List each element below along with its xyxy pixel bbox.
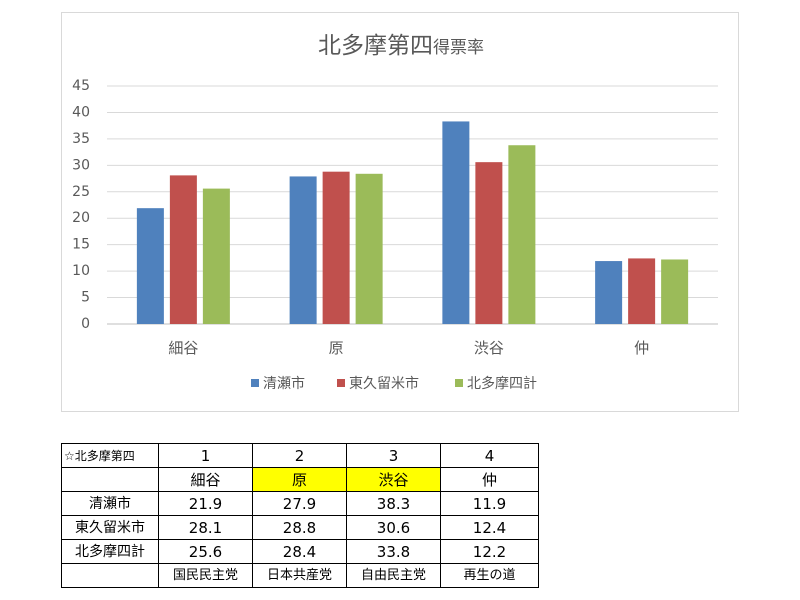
party-name: 日本共産党 — [252, 563, 347, 588]
x-tick-label: 仲 — [634, 339, 649, 357]
chart-title: 北多摩第四得票率 — [318, 33, 484, 59]
x-tick-label: 細谷 — [168, 339, 198, 357]
value-cell: 27.9 — [252, 491, 347, 516]
chart-frame: 北多摩第四得票率 0 5 10 15 20 25 30 35 40 45 細谷 原 渋谷 仲清瀬市 東久留米市… — [61, 12, 739, 412]
legend-swatch — [455, 379, 463, 387]
y-tick-label: 10 — [72, 263, 90, 279]
legend-label: 北多摩四計 — [467, 375, 537, 392]
legend-label: 東久留米市 — [349, 375, 419, 392]
table-name-row: 細谷 原 渋谷 仲 — [61, 467, 539, 492]
y-tick-label: 45 — [72, 78, 90, 94]
bar — [508, 145, 536, 324]
table-party-row: 国民民主党 日本共産党 自由民主党 再生の道 — [61, 563, 539, 588]
candidate-number: 1 — [158, 443, 253, 468]
value-cell: 28.1 — [158, 515, 253, 540]
table-corner-label: ☆北多摩第四 — [61, 443, 159, 468]
value-cell: 28.4 — [252, 539, 347, 564]
bar — [442, 121, 470, 325]
party-name: 再生の道 — [440, 563, 539, 588]
legend-swatch — [251, 379, 259, 387]
row-label: 北多摩四計 — [61, 539, 159, 564]
chart-title-suffix: 得票率 — [433, 38, 484, 58]
row-label: 清瀬市 — [61, 491, 159, 516]
value-cell: 25.6 — [158, 539, 253, 564]
table-row: 清瀬市 21.9 27.9 38.3 11.9 — [61, 491, 539, 516]
table-number-row: ☆北多摩第四 1 2 3 4 — [61, 443, 539, 468]
legend-swatch — [337, 379, 345, 387]
value-cell: 38.3 — [346, 491, 441, 516]
empty-cell — [61, 467, 159, 492]
value-cell: 28.8 — [252, 515, 347, 540]
value-cell: 33.8 — [346, 539, 441, 564]
row-label: 東久留米市 — [61, 515, 159, 540]
y-tick-label: 30 — [72, 157, 90, 173]
y-tick-label: 35 — [72, 131, 90, 147]
candidate-name: 仲 — [440, 467, 539, 492]
candidate-name-highlighted: 原 — [252, 467, 347, 492]
x-tick-label: 原 — [329, 339, 344, 357]
y-tick-label: 20 — [72, 210, 90, 226]
bar — [628, 258, 656, 324]
table-row: 北多摩四計 25.6 28.4 33.8 12.2 — [61, 539, 539, 564]
value-cell: 21.9 — [158, 491, 253, 516]
bar — [136, 208, 164, 324]
table-row: 東久留米市 28.1 28.8 30.6 12.4 — [61, 515, 539, 540]
value-cell: 12.2 — [440, 539, 539, 564]
bar — [169, 175, 197, 324]
candidate-number: 2 — [252, 443, 347, 468]
candidate-name: 細谷 — [158, 467, 253, 492]
y-tick-label: 40 — [72, 104, 90, 120]
value-cell: 12.4 — [440, 515, 539, 540]
bar — [322, 171, 350, 324]
party-name: 自由民主党 — [346, 563, 441, 588]
party-name: 国民民主党 — [158, 563, 253, 588]
bar — [661, 259, 689, 324]
value-cell: 30.6 — [346, 515, 441, 540]
y-tick-label: 25 — [72, 184, 90, 200]
candidate-number: 4 — [440, 443, 539, 468]
bar — [202, 188, 230, 324]
results-table: ☆北多摩第四 1 2 3 4 細谷 原 渋谷 仲 清瀬市 21.9 27.9 3… — [61, 443, 539, 588]
y-tick-label: 15 — [72, 237, 90, 253]
x-tick-label: 渋谷 — [474, 339, 504, 357]
bar — [475, 162, 503, 324]
candidate-number: 3 — [346, 443, 441, 468]
bar — [595, 261, 623, 324]
empty-cell — [61, 563, 159, 588]
y-tick-label: 5 — [81, 290, 90, 306]
bar — [289, 176, 317, 324]
y-tick-label: 0 — [81, 316, 90, 332]
candidate-name-highlighted: 渋谷 — [346, 467, 441, 492]
chart-title-main: 北多摩第四 — [318, 33, 433, 59]
bar — [355, 173, 383, 324]
legend-label: 清瀬市 — [263, 375, 305, 392]
value-cell: 11.9 — [440, 491, 539, 516]
